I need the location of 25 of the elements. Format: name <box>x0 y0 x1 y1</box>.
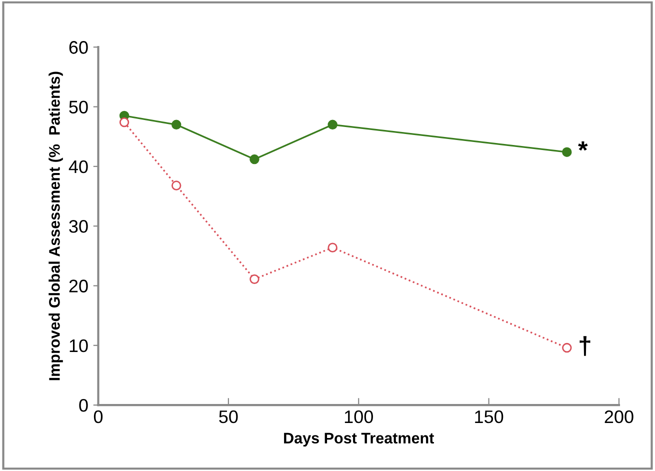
y-tick-label: 20 <box>69 280 88 292</box>
point <box>250 274 260 284</box>
y-tick-label: 40 <box>68 160 88 174</box>
annotation: * <box>578 141 588 151</box>
x-tick-label: 200 <box>604 410 634 424</box>
annotation: † <box>580 336 590 356</box>
y-tick-label: 0 <box>79 398 88 412</box>
y-tick-label: 30 <box>69 220 88 233</box>
point <box>328 120 338 130</box>
point <box>562 147 572 157</box>
point <box>328 242 338 252</box>
x-tick-label: 150 <box>475 410 504 424</box>
point <box>171 180 182 190</box>
y-tick-label: 10 <box>70 339 88 352</box>
x-tick-label: 100 <box>344 410 373 424</box>
y-axis-title: Improved Global Assessment (% Patients) <box>48 72 63 380</box>
point <box>562 342 572 353</box>
x-axis-title: Days Post Treatment <box>284 432 434 447</box>
y-tick-label: 50 <box>69 100 88 114</box>
point <box>250 154 260 164</box>
point <box>171 120 182 130</box>
x-tick-label: 50 <box>219 410 238 424</box>
x-tick-label: 0 <box>94 410 103 424</box>
y-tick-label: 60 <box>69 41 88 54</box>
point <box>119 117 130 128</box>
